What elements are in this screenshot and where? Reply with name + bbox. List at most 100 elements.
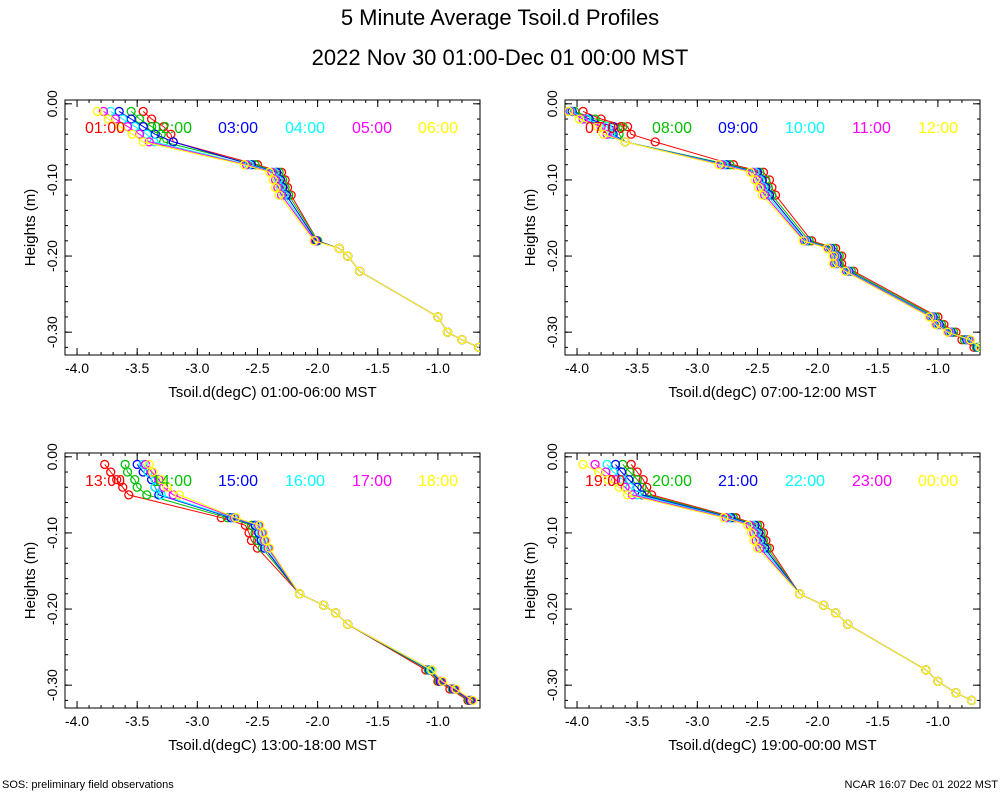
x-tick-label: -1.5 xyxy=(366,360,390,376)
plot-area xyxy=(100,459,478,706)
plot-area xyxy=(565,106,980,353)
data-point xyxy=(818,600,829,610)
legend-entry-00:00: 00:00 xyxy=(918,473,958,490)
legend-entry-13:00: 13:00 xyxy=(85,473,125,490)
figure-subtitle: 2022 Nov 30 01:00-Dec 01 00:00 MST xyxy=(312,45,689,70)
series-line-07:00 xyxy=(582,110,975,348)
panels: -4.0 -3.5 -3.0 -2.5 -2.0 -1.5 -1.0 0.00 -0.10 -0.… xyxy=(22,90,981,754)
data-point xyxy=(433,312,443,322)
data-point xyxy=(261,535,271,546)
x-tick-label: -1.0 xyxy=(426,713,450,729)
data-point xyxy=(100,459,110,470)
x-tick-label: -3.5 xyxy=(625,713,649,729)
y-tick-label: -0.10 xyxy=(544,164,560,196)
data-point xyxy=(127,129,138,139)
series-line-12:00 xyxy=(568,110,980,348)
legend-entry-16:00: 16:00 xyxy=(285,473,325,490)
data-point xyxy=(565,106,574,117)
y-tick-label: 0.00 xyxy=(44,90,60,117)
x-tick-label: -2.0 xyxy=(806,360,830,376)
data-point xyxy=(620,137,630,147)
data-point xyxy=(822,243,832,254)
legend-entry-23:00: 23:00 xyxy=(852,473,892,490)
data-point xyxy=(762,543,772,553)
data-point xyxy=(246,535,257,546)
plot-area xyxy=(92,106,480,353)
x-tick-label: -2.0 xyxy=(306,713,330,729)
x-tick-label: -2.5 xyxy=(245,713,269,729)
series-line-18:00 xyxy=(148,464,474,701)
data-point xyxy=(148,467,158,477)
legend-entry-01:00: 01:00 xyxy=(85,120,125,137)
legend-entry-04:00: 04:00 xyxy=(285,120,325,137)
legend-entry-11:00: 11:00 xyxy=(852,120,891,137)
data-point xyxy=(794,589,805,599)
data-point xyxy=(331,608,341,618)
x-tick-label: -4.0 xyxy=(565,713,589,729)
x-tick-label: -4.0 xyxy=(565,360,589,376)
data-point xyxy=(626,129,636,139)
series-line-01:00 xyxy=(142,111,480,348)
data-point xyxy=(474,342,480,353)
data-point xyxy=(106,467,116,477)
data-point xyxy=(798,236,808,246)
panel-4: -4.0 -3.5 -3.0 -2.5 -2.0 -1.5 -1.0 0.00 -0.10 -0.… xyxy=(522,443,981,754)
data-point xyxy=(115,121,125,132)
x-tick-label: -1.0 xyxy=(426,360,450,376)
data-point xyxy=(126,106,136,117)
data-point xyxy=(831,608,841,618)
footer-right: NCAR 16:07 Dec 01 2022 MST xyxy=(845,779,999,791)
x-tick-label: -2.0 xyxy=(806,713,830,729)
x-axis-label: Tsoil.d(degC) 01:00-06:00 MST xyxy=(168,384,376,401)
plot-frame xyxy=(564,99,981,356)
y-tick-label: -0.10 xyxy=(44,517,60,549)
data-point xyxy=(598,129,609,139)
data-point xyxy=(594,467,604,477)
y-axis-label: Heights (m) xyxy=(22,542,39,620)
data-point xyxy=(451,684,461,694)
data-point xyxy=(966,695,977,706)
data-point xyxy=(578,459,588,470)
legend-entry-15:00: 15:00 xyxy=(218,473,258,490)
data-point xyxy=(134,129,145,139)
data-point xyxy=(843,619,853,629)
series-line-13:00 xyxy=(104,464,469,701)
data-point xyxy=(264,543,275,553)
data-point xyxy=(590,459,600,470)
x-tick-label: -2.0 xyxy=(306,360,330,376)
data-point xyxy=(650,137,660,147)
y-tick-label: 0.00 xyxy=(544,443,560,470)
y-tick-label: -0.20 xyxy=(544,593,560,625)
legend-entry-09:00: 09:00 xyxy=(718,120,758,137)
footer-left: SOS: preliminary field observations xyxy=(2,779,174,791)
x-tick-label: -3.0 xyxy=(685,360,709,376)
data-point xyxy=(614,482,624,492)
x-tick-label: -2.5 xyxy=(745,360,769,376)
y-tick-label: -0.30 xyxy=(44,316,60,348)
data-point xyxy=(930,319,941,330)
legend-entry-08:00: 08:00 xyxy=(652,120,692,137)
series-line-08:00 xyxy=(574,110,977,348)
series-line-05:00 xyxy=(103,110,480,348)
data-point xyxy=(764,190,775,200)
data-point xyxy=(138,459,148,470)
data-point xyxy=(355,266,365,276)
x-axis-label: Tsoil.d(degC) 19:00-00:00 MST xyxy=(668,737,876,754)
panel-2: -4.0 -3.5 -3.0 -2.5 -2.0 -1.5 -1.0 0.00 -0.10 -0.… xyxy=(522,90,981,401)
data-point xyxy=(760,543,770,553)
data-point xyxy=(719,513,729,523)
data-point xyxy=(468,695,478,706)
panel-1: -4.0 -3.5 -3.0 -2.5 -2.0 -1.5 -1.0 0.00 -0.10 -0.… xyxy=(22,90,481,401)
x-tick-label: -3.5 xyxy=(625,360,649,376)
data-point xyxy=(118,482,128,492)
x-axis-label: Tsoil.d(degC) 07:00-12:00 MST xyxy=(668,384,876,401)
y-tick-label: -0.20 xyxy=(544,240,560,272)
data-point xyxy=(975,342,980,353)
x-tick-label: -3.5 xyxy=(125,713,149,729)
data-point xyxy=(138,137,148,147)
data-point xyxy=(144,459,154,470)
data-point xyxy=(840,266,850,276)
data-point xyxy=(294,589,305,599)
legend-entry-14:00: 14:00 xyxy=(152,473,192,490)
